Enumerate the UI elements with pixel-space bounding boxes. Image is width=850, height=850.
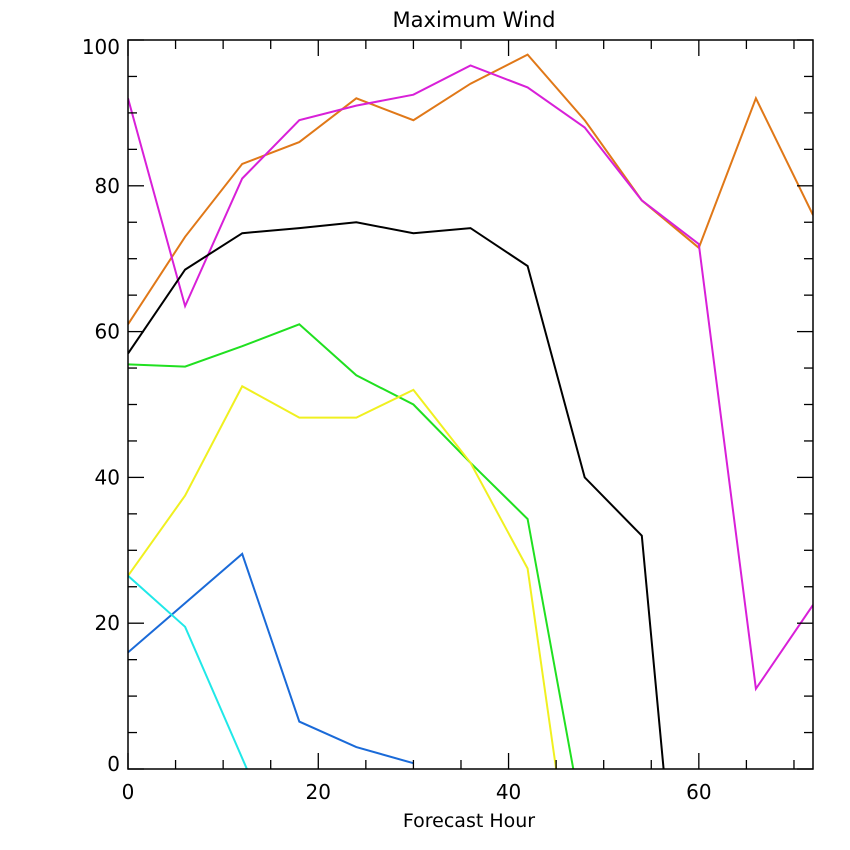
- series-line-5: [128, 384, 558, 769]
- series-line-6: [128, 552, 414, 765]
- series-line-4: [128, 323, 575, 769]
- x-tick-label: 20: [306, 780, 331, 804]
- x-tick-label: 40: [496, 780, 521, 804]
- x-tick-label: 0: [122, 780, 135, 804]
- y-tick-label: 100: [82, 35, 120, 59]
- y-tick-label: 0: [107, 752, 120, 776]
- series-line-3: [128, 221, 665, 769]
- y-tick-label: 80: [95, 174, 120, 198]
- series-line-7: [128, 575, 248, 769]
- y-tick-label: 20: [95, 611, 120, 635]
- axes-layer: 0 20 40 60 0 20 40 60 80 100: [82, 35, 814, 804]
- series-layer: [128, 53, 813, 769]
- y-tick-label: 40: [95, 465, 120, 489]
- series-line-2: [128, 64, 813, 692]
- chart-title: Maximum Wind: [393, 8, 556, 32]
- x-axis-title: Forecast Hour: [403, 810, 535, 832]
- x-tick-label: 60: [686, 780, 711, 804]
- y-tick-label: 60: [95, 320, 120, 344]
